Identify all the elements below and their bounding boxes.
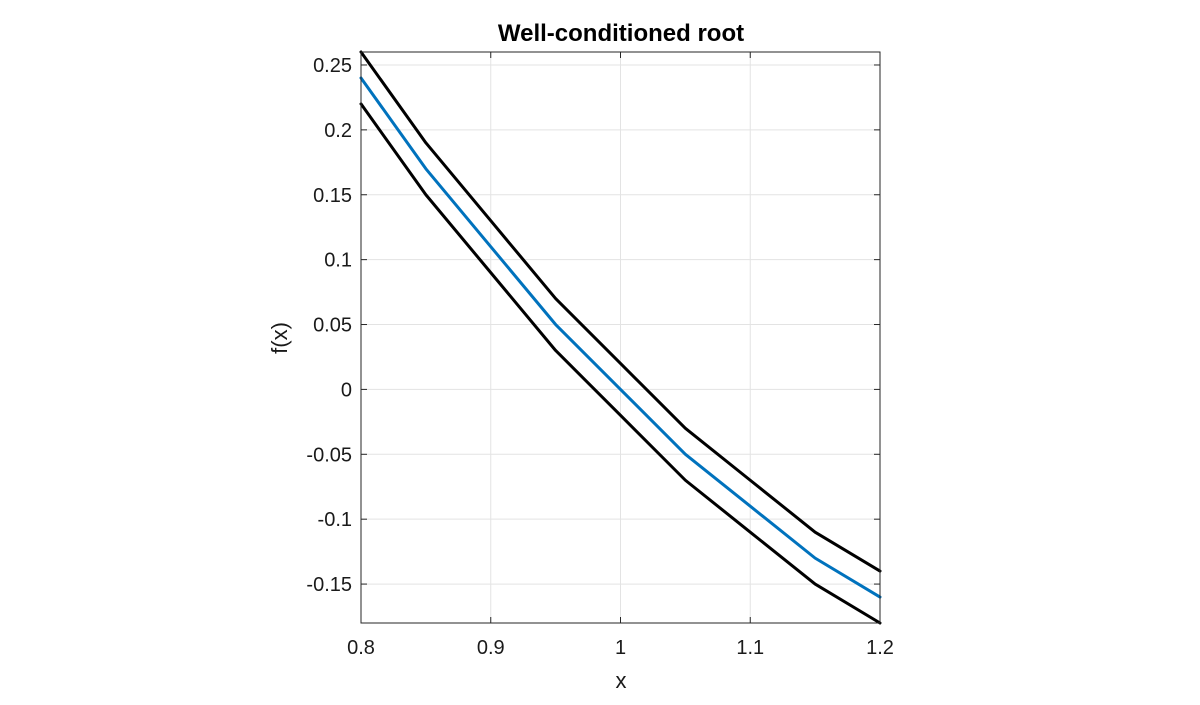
tick-labels: 0.8 0.9 1 1.1 1.2 -0.15 -0.1 -0.05 0 0.05 0.1 0.15 0… bbox=[306, 55, 894, 659]
x-tick-label: 1 bbox=[615, 637, 626, 659]
x-axis-label: x bbox=[616, 668, 627, 693]
series-line-3 bbox=[359, 102, 882, 625]
y-tick-label: 0.25 bbox=[313, 55, 352, 77]
y-tick-label: 0.2 bbox=[324, 120, 352, 142]
grid bbox=[360, 52, 881, 623]
y-tick-label: 0.05 bbox=[313, 315, 352, 337]
x-tick-label: 0.8 bbox=[347, 637, 375, 659]
y-tick-label: 0.1 bbox=[324, 250, 352, 272]
x-tick-label: 0.9 bbox=[477, 637, 505, 659]
y-tick-label: -0.05 bbox=[306, 444, 352, 466]
series-line-2 bbox=[359, 76, 882, 599]
y-tick-label: -0.1 bbox=[318, 509, 352, 531]
x-tick-label: 1.1 bbox=[736, 637, 764, 659]
chart-title: Well-conditioned root bbox=[498, 20, 744, 47]
y-tick-label: 0 bbox=[341, 379, 352, 401]
y-tick-label: -0.15 bbox=[306, 574, 352, 596]
y-axis-label: f(x) bbox=[267, 322, 292, 354]
series-group bbox=[359, 50, 882, 625]
y-tick-label: 0.15 bbox=[313, 185, 352, 207]
x-tick-label: 1.2 bbox=[866, 637, 894, 659]
ticks bbox=[360, 52, 881, 623]
series-line-1 bbox=[359, 50, 882, 573]
